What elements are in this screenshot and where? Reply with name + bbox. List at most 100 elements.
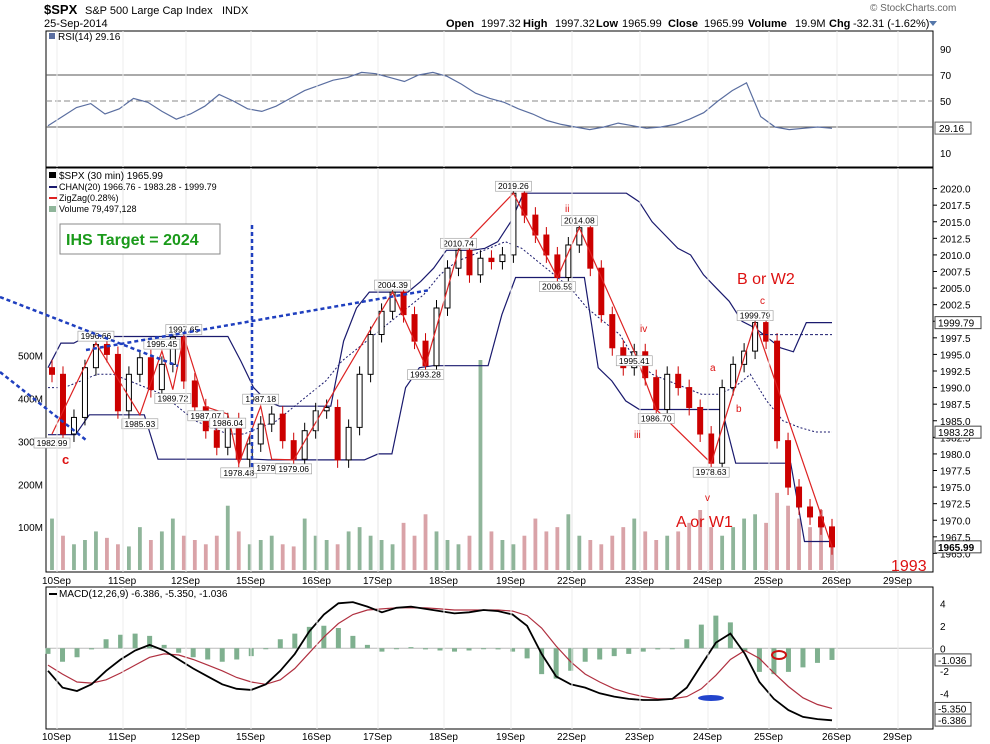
- volume-bar: [742, 518, 747, 570]
- price-candle-body: [488, 257, 495, 263]
- volume-bar: [50, 518, 54, 570]
- rsi-panel: [45, 30, 934, 168]
- volume-bar: [687, 522, 692, 570]
- macd-histogram-bar: [466, 648, 472, 651]
- macd-histogram-bar: [756, 648, 762, 672]
- price-candle-body: [697, 406, 704, 435]
- macd-histogram-bar: [539, 648, 545, 675]
- macd-histogram-bar: [582, 648, 588, 662]
- rsi-legend-swatch: [49, 33, 55, 39]
- macd-signal-line: [47, 607, 833, 709]
- zigzag-value-label: 1995.41: [619, 356, 650, 366]
- rsi-tick-label: 90: [940, 45, 952, 56]
- macd-x-tick-label: 16Sep: [302, 732, 331, 743]
- volume-legend-swatch: [49, 206, 56, 212]
- volume-bar: [808, 527, 812, 570]
- channel-middle-line: [48, 241, 832, 435]
- watermark: © StockCharts.com: [870, 3, 956, 14]
- volume-bar: [236, 531, 241, 570]
- macd-last-value: -5.350: [938, 704, 967, 715]
- b-or-w2-label: B or W2: [737, 271, 795, 288]
- chart-date: 25-Sep-2014: [44, 18, 108, 30]
- price-candle-body: [257, 423, 264, 445]
- macd-histogram-bar: [89, 648, 95, 650]
- macd-histogram-bar: [292, 633, 298, 649]
- macd-x-tick-label: 17Sep: [363, 732, 392, 743]
- chg-value: -32.31 (-1.62%): [853, 18, 929, 30]
- price-tick-label: 2012.5: [940, 234, 971, 245]
- price-candle-body: [455, 249, 462, 269]
- price-x-tick-label: 24Sep: [693, 576, 722, 587]
- volume-bar: [159, 531, 164, 570]
- volume-bar: [632, 518, 637, 570]
- wave-iii: iii: [634, 430, 641, 441]
- volume-bar: [643, 531, 648, 570]
- volume-bar: [291, 546, 296, 570]
- macd-x-tick-label: 15Sep: [236, 732, 265, 743]
- price-tick-label: 2005.0: [940, 284, 971, 295]
- zigzag-value-label: 1978.63: [696, 467, 727, 477]
- volume-bar: [753, 514, 758, 570]
- price-last-value: 1983.28: [938, 428, 975, 439]
- macd-histogram-bar: [176, 648, 182, 653]
- volume-label: Volume: [748, 18, 787, 30]
- dropdown-arrow-icon[interactable]: [929, 21, 937, 26]
- macd-last-value: -1.036: [938, 656, 967, 667]
- macd-histogram-bar: [277, 639, 283, 649]
- price-tick-label: 1967.5: [940, 533, 971, 544]
- volume-bar: [797, 518, 801, 570]
- volume-bar: [94, 531, 98, 570]
- zigzag-value-box: [121, 418, 159, 430]
- rsi-tick-label: 50: [940, 97, 952, 108]
- price-candle-body: [356, 373, 363, 428]
- volume-bar: [225, 505, 230, 570]
- wave-c: c: [760, 296, 765, 307]
- volume-bar: [555, 527, 560, 570]
- zigzag-value-label: 1982.99: [37, 438, 68, 448]
- zigzag-value-label: 1978.48: [223, 468, 254, 478]
- price-tick-label: 1975.0: [940, 483, 971, 494]
- price-candle-body: [312, 410, 319, 432]
- price-tick-label: 2020.0: [940, 185, 971, 196]
- price-tick-label: 1990.0: [940, 384, 971, 395]
- macd-x-tick-label: 24Sep: [693, 732, 722, 743]
- volume-tick-label: 200M: [18, 480, 43, 491]
- macd-x-tick-label: 25Sep: [754, 732, 783, 743]
- macd-histogram-bar: [132, 633, 138, 649]
- zigzag-value-box: [275, 463, 312, 475]
- channel-upper-line: [47, 192, 832, 407]
- volume-bar: [302, 518, 307, 570]
- macd-histogram-bar: [103, 639, 109, 649]
- price-tick-label: 1972.5: [940, 500, 971, 511]
- volume-bar: [61, 535, 65, 570]
- volume-bar: [588, 540, 593, 570]
- macd-plot: 4 2 0 -2 -4 -1.036 -5.350-6.386: [45, 599, 972, 727]
- volume-bar: [170, 518, 175, 570]
- volume-bar: [214, 535, 219, 570]
- volume-bar: [456, 544, 461, 570]
- macd-histogram-bar: [640, 648, 646, 652]
- volume-bar: [181, 535, 186, 570]
- macd-histogram-bar: [524, 648, 530, 659]
- volume-bar: [720, 535, 725, 570]
- target-text: IHS Target = 2024: [66, 232, 199, 249]
- zigzag-value-label: 2014.08: [564, 216, 595, 226]
- price-candle-body: [213, 430, 220, 448]
- zigzag-value-box: [154, 393, 192, 404]
- zigzag-line: [51, 192, 833, 547]
- rsi-legend: RSI(14) 29.16: [58, 32, 121, 43]
- price-panel: [45, 167, 934, 573]
- price-candle-body: [81, 367, 88, 418]
- ihs-neckline: [85, 288, 431, 352]
- macd-histogram-bar: [422, 648, 428, 650]
- macd-histogram-bar: [393, 648, 399, 650]
- zigzag-value-box: [374, 279, 411, 291]
- volume-legend: Volume 79,497,128: [59, 204, 137, 214]
- zigzag-value-box: [692, 466, 730, 478]
- zigzag-value-label: 1979.22: [256, 463, 287, 473]
- price-tick-label: 1985.0: [940, 417, 971, 428]
- price-tick-label: 2017.5: [940, 201, 971, 212]
- macd-histogram-bar: [481, 648, 487, 650]
- channel-legend: CHAN(20) 1966.76 - 1983.28 - 1999.79: [59, 182, 217, 192]
- wave-c-low: c: [62, 452, 69, 467]
